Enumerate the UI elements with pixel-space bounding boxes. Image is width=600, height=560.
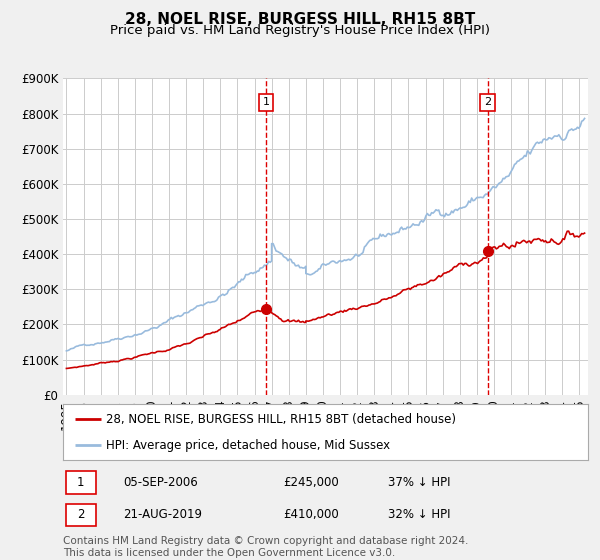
Text: 2: 2 — [77, 508, 85, 521]
Text: 1: 1 — [262, 97, 269, 107]
Text: £410,000: £410,000 — [284, 508, 339, 521]
Text: 28, NOEL RISE, BURGESS HILL, RH15 8BT (detached house): 28, NOEL RISE, BURGESS HILL, RH15 8BT (d… — [106, 413, 456, 426]
Text: £245,000: £245,000 — [284, 476, 339, 489]
Text: 28, NOEL RISE, BURGESS HILL, RH15 8BT: 28, NOEL RISE, BURGESS HILL, RH15 8BT — [125, 12, 475, 27]
Text: 32% ↓ HPI: 32% ↓ HPI — [389, 508, 451, 521]
Text: Price paid vs. HM Land Registry's House Price Index (HPI): Price paid vs. HM Land Registry's House … — [110, 24, 490, 37]
Text: This data is licensed under the Open Government Licence v3.0.: This data is licensed under the Open Gov… — [63, 548, 395, 558]
Text: Contains HM Land Registry data © Crown copyright and database right 2024.: Contains HM Land Registry data © Crown c… — [63, 536, 469, 547]
Text: 37% ↓ HPI: 37% ↓ HPI — [389, 476, 451, 489]
Text: 21-AUG-2019: 21-AUG-2019 — [124, 508, 202, 521]
Text: 1: 1 — [77, 476, 85, 489]
FancyBboxPatch shape — [66, 471, 95, 493]
Text: 05-SEP-2006: 05-SEP-2006 — [124, 476, 198, 489]
FancyBboxPatch shape — [66, 503, 95, 526]
Text: HPI: Average price, detached house, Mid Sussex: HPI: Average price, detached house, Mid … — [106, 438, 390, 452]
Text: 2: 2 — [484, 97, 491, 107]
